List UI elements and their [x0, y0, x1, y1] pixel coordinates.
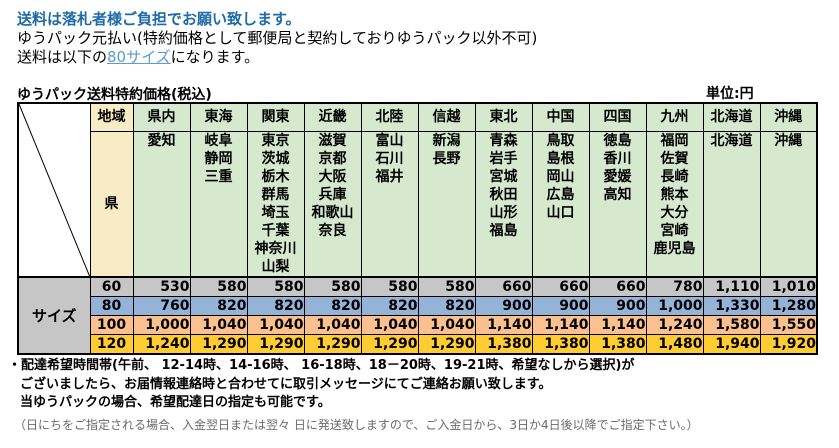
- prefecture-cell-1: 岐阜 静岡 三重: [189, 130, 248, 278]
- price-cell-80-10: 1,330: [702, 296, 761, 316]
- region-header-cell-0: 県内: [132, 102, 191, 132]
- price-cell-60-0: 530: [132, 276, 191, 297]
- price-cell-100-5: 1,040: [417, 315, 476, 335]
- price-cell-120-5: 1,290: [417, 334, 476, 355]
- region-header-label: 地域: [89, 102, 134, 132]
- delivery-notes: ・配達希望時間帯(午前、 12-14時、14-16時、 16-18時、18－20…: [8, 357, 699, 434]
- prefecture-cell-2: 東京 茨城 栃木 群馬 埼玉 千葉 神奈川 山梨: [246, 130, 305, 278]
- price-cell-100-9: 1,240: [645, 315, 704, 335]
- price-cell-100-2: 1,040: [246, 315, 305, 335]
- price-cell-120-8: 1,380: [588, 334, 647, 355]
- price-cell-120-1: 1,290: [189, 334, 248, 355]
- price-cell-80-7: 900: [531, 296, 590, 316]
- region-header-cell-7: 中国: [531, 102, 590, 132]
- corner-cell: [17, 102, 91, 278]
- region-header-cell-4: 北陸: [360, 102, 419, 132]
- price-cell-60-3: 580: [303, 276, 362, 297]
- price-cell-120-11: 1,920: [759, 334, 818, 355]
- price-cell-100-8: 1,140: [588, 315, 647, 335]
- price-cell-120-6: 1,380: [474, 334, 533, 355]
- price-cell-60-1: 580: [189, 276, 248, 297]
- price-cell-120-0: 1,240: [132, 334, 191, 355]
- prefecture-cell-9: 福岡 佐賀 長崎 熊本 大分 宮崎 鹿児島: [645, 130, 704, 278]
- region-header-cell-1: 東海: [189, 102, 248, 132]
- price-cell-60-6: 660: [474, 276, 533, 297]
- delivery-note-line1: ・配達希望時間帯(午前、 12-14時、14-16時、 16-18時、18－20…: [8, 358, 635, 373]
- size-notice-prefix: 送料は以下の: [17, 48, 108, 66]
- delivery-note-line3: 当ゆうパックの場合、希望配達日の指定も可能です。: [20, 395, 331, 410]
- size-80-link[interactable]: 80サイズ: [107, 48, 171, 66]
- top-notice-block: 送料は落札者様ご負担でお願い致します。 ゆうパック元払い(特約価格として郵便局と…: [17, 10, 537, 67]
- price-cell-120-7: 1,380: [531, 334, 590, 355]
- price-cell-60-4: 580: [360, 276, 419, 297]
- buyer-pays-shipping-notice: 送料は落札者様ご負担でお願い致します。: [17, 10, 301, 28]
- delivery-note-line4: （日にちをご指定される場合、入金翌日または翌々 日に発送致しますので、ご入金日か…: [14, 417, 699, 432]
- size-label-cell-100: 100: [89, 315, 134, 335]
- prefecture-cell-3: 滋賀 京都 大阪 兵庫 和歌山 奈良: [303, 130, 362, 278]
- region-header-cell-6: 東北: [474, 102, 533, 132]
- size-notice-suffix: になります。: [170, 48, 260, 66]
- prefecture-header-label: 県: [89, 130, 134, 278]
- size-label-cell-60: 60: [89, 276, 134, 297]
- region-header-cell-8: 四国: [588, 102, 647, 132]
- price-cell-100-7: 1,140: [531, 315, 590, 335]
- region-header-cell-3: 近畿: [303, 102, 362, 132]
- price-cell-80-2: 820: [246, 296, 305, 316]
- price-cell-60-9: 780: [645, 276, 704, 297]
- prefecture-cell-0: 愛知: [132, 130, 191, 278]
- price-cell-60-5: 580: [417, 276, 476, 297]
- price-cell-80-5: 820: [417, 296, 476, 316]
- price-cell-60-11: 1,010: [759, 276, 818, 297]
- region-header-cell-9: 九州: [645, 102, 704, 132]
- price-cell-60-7: 660: [531, 276, 590, 297]
- price-cell-100-10: 1,580: [702, 315, 761, 335]
- size-header-label: サイズ: [17, 276, 91, 355]
- price-cell-120-4: 1,290: [360, 334, 419, 355]
- region-header-cell-2: 関東: [246, 102, 305, 132]
- shipping-rate-table: 地域 県内 東海 関東 近畿 北陸 信越 東北 中国 四国 九州 北海道 沖縄県愛知 岐阜 静岡 三重 東京 茨城…: [17, 102, 818, 355]
- delivery-note-line2: ございましたら、お届情報連絡時と合わせてに取引メッセージにてご連絡お願い致します…: [20, 376, 552, 392]
- price-cell-80-3: 820: [303, 296, 362, 316]
- price-cell-120-2: 1,290: [246, 334, 305, 355]
- diagonal-line: [19, 104, 90, 276]
- price-cell-100-3: 1,040: [303, 315, 362, 335]
- price-cell-100-4: 1,040: [360, 315, 419, 335]
- unit-label: 単位:円: [706, 86, 754, 102]
- price-cell-120-3: 1,290: [303, 334, 362, 355]
- region-header-cell-11: 沖縄: [759, 102, 818, 132]
- price-cell-60-10: 1,110: [702, 276, 761, 297]
- price-cell-80-4: 820: [360, 296, 419, 316]
- price-cell-80-0: 760: [132, 296, 191, 316]
- prefecture-cell-8: 徳島 香川 愛媛 高知: [588, 130, 647, 278]
- payment-method-notice: ゆうパック元払い(特約価格として郵便局と契約しておりゆうパック以外不可): [17, 29, 538, 47]
- size-label-cell-120: 120: [89, 334, 134, 355]
- price-cell-80-9: 1,000: [645, 296, 704, 316]
- price-cell-100-11: 1,550: [759, 315, 818, 335]
- price-cell-60-8: 660: [588, 276, 647, 297]
- size-label-cell-80: 80: [89, 296, 134, 316]
- price-cell-80-6: 900: [474, 296, 533, 316]
- price-cell-120-9: 1,480: [645, 334, 704, 355]
- price-cell-60-2: 580: [246, 276, 305, 297]
- region-header-cell-10: 北海道: [702, 102, 761, 132]
- price-cell-80-8: 900: [588, 296, 647, 316]
- prefecture-cell-4: 富山 石川 福井: [360, 130, 419, 278]
- price-cell-100-0: 1,000: [132, 315, 191, 335]
- prefecture-cell-10: 北海道: [702, 130, 761, 278]
- prefecture-cell-7: 鳥取 島根 岡山 広島 山口: [531, 130, 590, 278]
- price-cell-120-10: 1,940: [702, 334, 761, 355]
- price-cell-100-1: 1,040: [189, 315, 248, 335]
- prefecture-cell-5: 新潟 長野: [417, 130, 476, 278]
- prefecture-cell-11: 沖縄: [759, 130, 818, 278]
- table-title: ゆうパック送料特約価格(税込): [17, 87, 212, 103]
- size-notice: 送料は以下の80サイズになります。: [17, 48, 537, 67]
- price-cell-100-6: 1,140: [474, 315, 533, 335]
- price-cell-80-11: 1,280: [759, 296, 818, 316]
- price-cell-80-1: 820: [189, 296, 248, 316]
- region-header-cell-5: 信越: [417, 102, 476, 132]
- prefecture-cell-6: 青森 岩手 宮城 秋田 山形 福島: [474, 130, 533, 278]
